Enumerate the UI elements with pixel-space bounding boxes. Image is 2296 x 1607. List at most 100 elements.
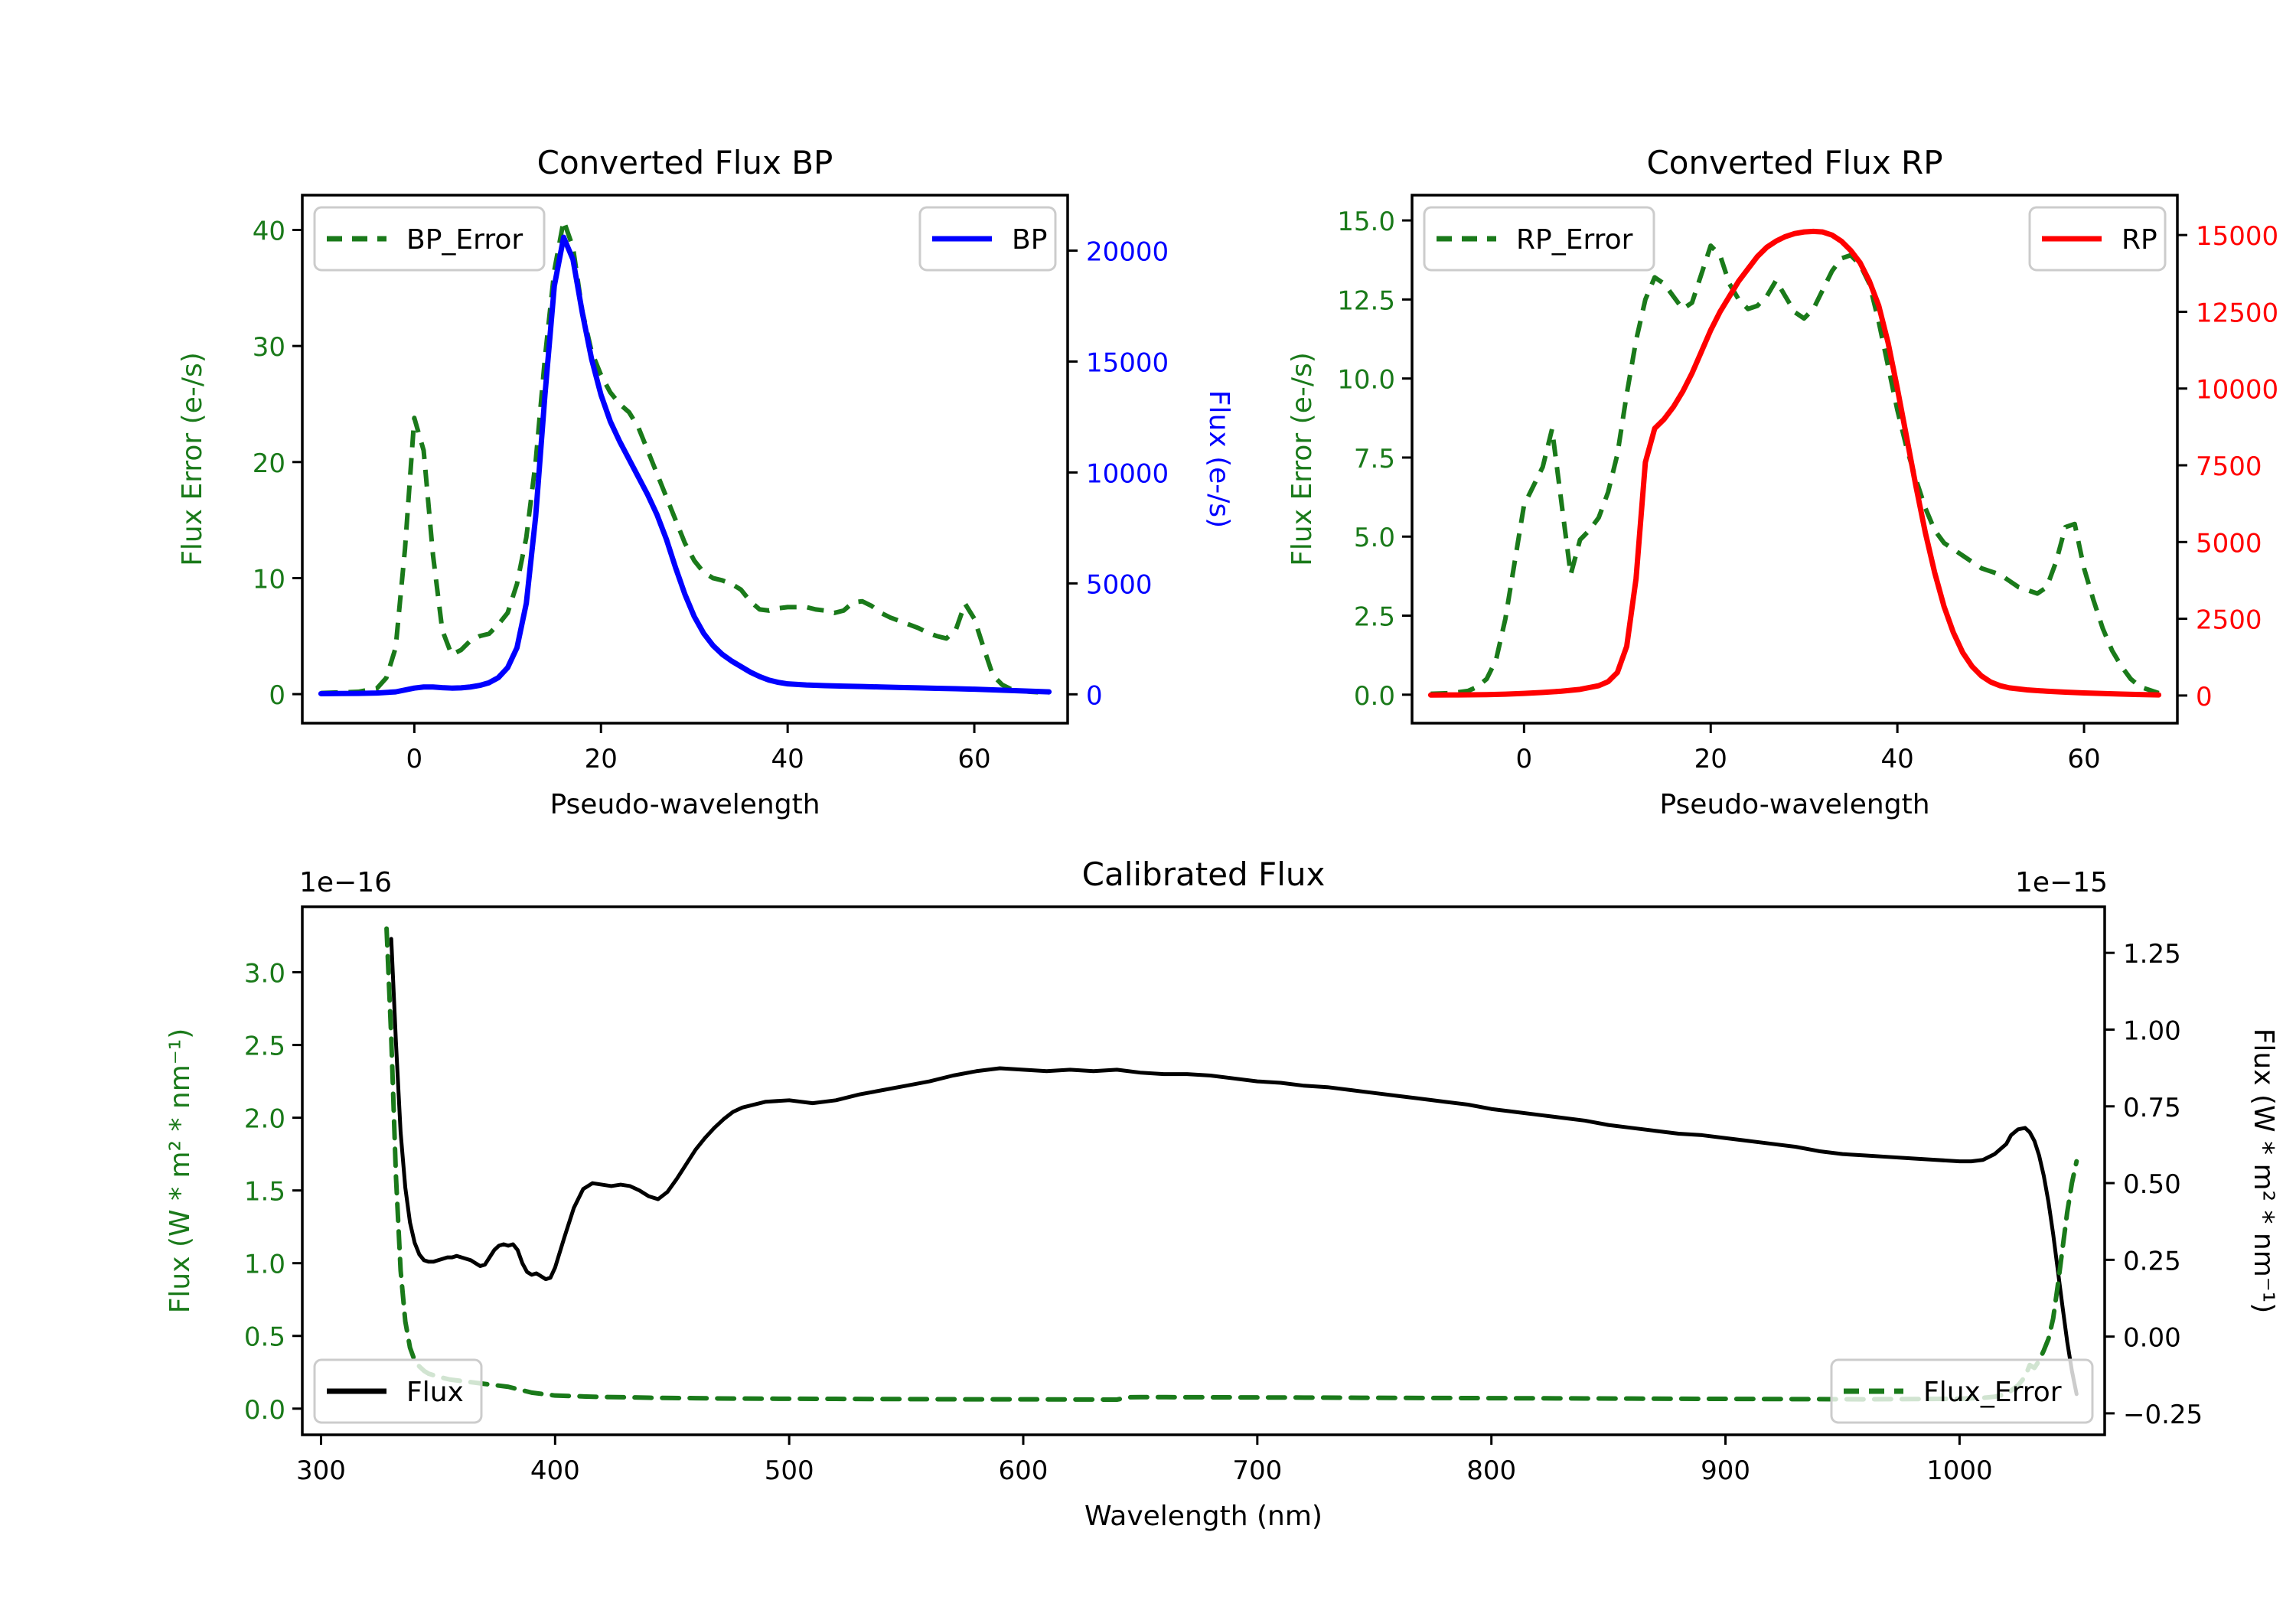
ytick-label-left: 2.5 — [1354, 602, 1395, 633]
series-group — [318, 218, 1052, 696]
plot-frame — [1411, 194, 2179, 725]
right-exponent-label: 1e−15 — [2015, 867, 2108, 898]
xtick-label: 0 — [406, 744, 423, 774]
ytick-label-right: 2500 — [2196, 605, 2262, 636]
ytick-label-right: 20000 — [1086, 236, 1169, 267]
y-axis-label-left: Flux Error (e-/s) — [1287, 352, 1318, 566]
ytick-label-right: −0.25 — [2123, 1400, 2203, 1430]
y-axis-label-right: Flux (e-/s) — [1203, 390, 1234, 528]
legend-rp_error[interactable]: RP_Error — [1423, 206, 1655, 272]
ytick-label-left: 0.0 — [244, 1395, 285, 1426]
legend-label: Flux_Error — [1923, 1377, 2062, 1408]
xtick-label: 20 — [1694, 744, 1727, 774]
ytick-label-right: 15000 — [1086, 347, 1169, 378]
ytick-label-left: 1.0 — [244, 1250, 285, 1280]
y-axis-label-left: Flux Error (e-/s) — [177, 352, 208, 566]
ytick-label-left: 5.0 — [1354, 523, 1395, 553]
left-exponent-label: 1e−16 — [299, 867, 392, 898]
legend-bp[interactable]: BP — [918, 206, 1057, 272]
ytick-label-left: 0.0 — [1354, 681, 1395, 712]
series-line-bp — [318, 234, 1052, 696]
ytick-label-left: 15.0 — [1337, 207, 1395, 237]
series-line-flux_error — [384, 926, 2079, 1402]
series-line-bp_error — [321, 218, 1049, 696]
x-axis-label: Wavelength (nm) — [1084, 1501, 1322, 1532]
ytick-label-right: 1.00 — [2123, 1015, 2181, 1046]
legend-label: BP_Error — [406, 224, 523, 256]
legend-flux[interactable]: Flux — [313, 1358, 483, 1424]
legend-label: RP — [2122, 224, 2157, 256]
xtick-label: 40 — [771, 744, 804, 774]
ytick-label-right: 0 — [1086, 680, 1103, 711]
ytick-label-right: 1.25 — [2123, 939, 2181, 970]
ytick-label-left: 1.5 — [244, 1177, 285, 1208]
xtick-label: 0 — [1516, 744, 1533, 774]
ytick-label-right: 0.25 — [2123, 1246, 2181, 1276]
xtick-label: 20 — [585, 744, 618, 774]
ytick-label-left: 2.5 — [244, 1032, 285, 1062]
xtick-label: 500 — [765, 1455, 814, 1486]
xtick-label: 900 — [1701, 1455, 1750, 1486]
x-axis-label: Pseudo-wavelength — [1659, 789, 1929, 820]
legend-box — [1830, 1358, 2094, 1424]
xtick-label: 60 — [2067, 744, 2100, 774]
legend-label: RP_Error — [1516, 224, 1633, 256]
x-axis-label: Pseudo-wavelength — [550, 789, 820, 820]
xtick-label: 800 — [1466, 1455, 1516, 1486]
ytick-label-left: 30 — [253, 332, 285, 363]
ytick-label-right: 0 — [2196, 682, 2213, 712]
ytick-label-right: 12500 — [2196, 298, 2278, 328]
xtick-label: 1000 — [1926, 1455, 1993, 1486]
y-axis-label-right: Flux (W * m² * nm⁻¹) — [2248, 1028, 2279, 1314]
y-axis-label-left: Flux (W * m² * nm⁻¹) — [165, 1028, 196, 1314]
ytick-label-left: 0 — [269, 680, 285, 711]
ytick-label-left: 40 — [253, 216, 285, 246]
plot-title: Converted Flux BP — [537, 144, 833, 181]
series-line-flux — [389, 937, 2079, 1397]
panel-converted-flux-bp: Converted Flux BP 0 10 20 30 40 0 5000 10000 1500… — [177, 144, 1234, 820]
legend-label: Flux — [406, 1377, 464, 1408]
plot-title: Converted Flux RP — [1646, 144, 1942, 181]
legend-flux_error[interactable]: Flux_Error — [1830, 1358, 2094, 1424]
ytick-label-right: 10000 — [2196, 375, 2278, 406]
xtick-label: 60 — [957, 744, 990, 774]
plot-frame — [301, 194, 1069, 725]
legend-box — [1423, 206, 1655, 272]
ytick-label-left: 2.0 — [244, 1104, 285, 1135]
ytick-label-left: 7.5 — [1354, 444, 1395, 474]
xtick-label: 40 — [1881, 744, 1914, 774]
ytick-label-left: 3.0 — [244, 959, 285, 989]
ytick-label-right: 10000 — [1086, 458, 1169, 489]
ytick-label-right: 15000 — [2196, 221, 2278, 252]
legend-box — [313, 1358, 483, 1424]
ytick-label-left: 12.5 — [1337, 285, 1395, 316]
legend-box — [313, 206, 546, 272]
plot-frame — [301, 905, 2106, 1436]
ytick-label-right: 7500 — [2196, 451, 2262, 482]
legend-bp_error[interactable]: BP_Error — [313, 206, 546, 272]
plot-title: Calibrated Flux — [1082, 856, 1326, 893]
ytick-label-left: 0.5 — [244, 1322, 285, 1353]
xtick-label: 300 — [296, 1455, 346, 1486]
xtick-label: 700 — [1232, 1455, 1282, 1486]
series-line-rp_error — [1430, 243, 2160, 696]
series-line-rp — [1427, 228, 2162, 698]
panel-calibrated-flux: Calibrated Flux 0.0 0.5 1.0 1.5 2.0 2.5 3.0 −0.2… — [165, 856, 2279, 1532]
panel-converted-flux-rp: Converted Flux RP 0.0 2.5 5.0 7.5 10.0 12.5 15.… — [1287, 144, 2278, 820]
legend-rp[interactable]: RP — [2028, 206, 2167, 272]
ytick-label-right: 0.00 — [2123, 1323, 2181, 1354]
ytick-label-left: 20 — [253, 448, 285, 479]
ytick-label-right: 0.50 — [2123, 1169, 2181, 1200]
xtick-label: 400 — [530, 1455, 580, 1486]
ytick-label-right: 0.75 — [2123, 1093, 2181, 1123]
ytick-label-right: 5000 — [2196, 528, 2262, 559]
ytick-label-left: 10.0 — [1337, 365, 1395, 396]
ytick-label-right: 5000 — [1086, 569, 1153, 600]
series-group — [384, 926, 2079, 1402]
ytick-label-left: 10 — [253, 564, 285, 595]
series-group — [1427, 228, 2162, 698]
legend-label: BP — [1012, 224, 1047, 256]
xtick-label: 600 — [999, 1455, 1049, 1486]
